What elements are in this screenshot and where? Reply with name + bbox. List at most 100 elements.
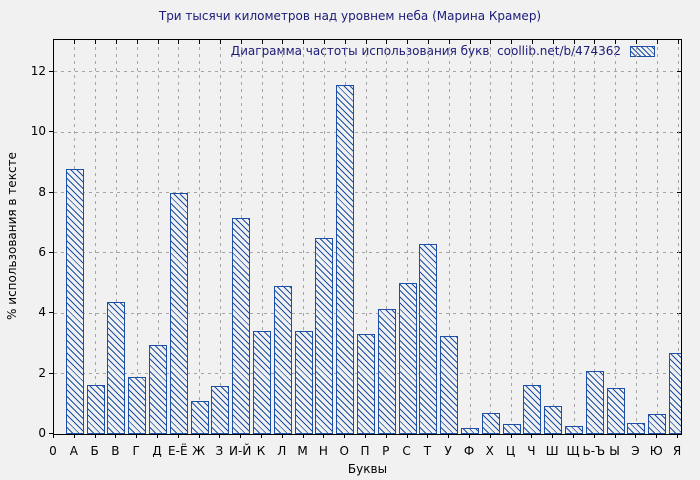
x-tick-mark [282,40,284,44]
x-tick-label: Д [152,444,162,458]
bar [336,84,355,434]
x-tick-mark [198,434,200,438]
x-tick-mark [261,40,263,44]
gridline-x [303,40,305,434]
x-tick-mark [615,40,617,44]
y-tick-mark [49,433,53,434]
y-tick-label: 12 [30,63,46,78]
bar [481,412,500,434]
x-tick-mark [94,434,96,438]
x-tick-mark [510,434,512,438]
x-tick-label: Э [631,444,640,458]
y-tick-label: 4 [38,305,46,320]
x-tick-mark [157,434,158,438]
x-tick-mark [407,40,409,44]
gridline-x [407,40,409,434]
x-tick-mark [427,434,429,438]
gridline-x [573,40,575,434]
x-tick-mark [199,40,201,44]
gridline-y [54,252,681,254]
x-tick-mark [240,40,242,44]
x-tick-mark [219,434,221,438]
x-tick-mark [656,40,658,44]
x-tick-mark [178,40,180,44]
x-tick-mark [365,40,367,44]
x-tick-mark [303,40,305,44]
x-tick-mark [489,434,491,438]
gridline-x [635,40,637,434]
x-tick-label: Я [672,444,682,458]
gridline-x [594,40,596,434]
y-tick-mark [49,70,53,72]
gridline-x [531,40,533,434]
y-tick-label: 10 [30,124,46,139]
x-tick-label: Ь-Ъ [582,444,606,458]
x-tick-mark [344,40,346,44]
x-tick-label: Ю [649,444,663,458]
x-tick-mark [261,434,262,438]
bar [565,425,583,434]
legend-swatch-hatched-bar-icon [630,45,655,57]
x-tick-label: З [215,444,224,458]
y-tick-mark [49,251,53,253]
gridline-x [469,40,471,434]
x-tick-mark [490,40,492,44]
x-tick-label: Л [277,444,287,458]
gridline-x [95,40,97,434]
bar [357,334,375,434]
x-tick-label: К [256,444,266,458]
x-tick-mark [136,434,138,438]
bar [419,243,438,434]
x-tick-label: Ц [505,444,516,458]
x-tick-mark [511,40,513,44]
bar [190,401,209,434]
gridline-x [615,40,617,434]
y-tick-label: 0 [38,426,46,440]
y-tick-label: 8 [38,184,46,199]
bar [211,385,230,434]
x-tick-mark [386,40,388,44]
x-tick-label: В [111,444,120,458]
gridline-x [136,40,138,434]
x-tick-label: Б [90,444,99,458]
x-tick-mark [157,40,159,44]
x-tick-mark [365,434,366,438]
x-tick-mark [573,40,575,44]
bar [398,283,417,434]
chart-title: Три тысячи километров над уровнем неба (… [158,9,542,23]
gridline-x [115,40,117,434]
y-tick-mark [49,312,53,314]
bar [232,217,251,434]
x-tick-label: 0 [49,444,57,458]
x-tick-mark [552,40,554,44]
y-tick-mark [677,71,681,73]
x-tick-label: П [360,444,370,458]
bar [606,388,625,434]
bar [585,371,604,434]
x-tick-label: Ф [463,444,475,458]
x-tick-mark [635,434,637,438]
x-tick-mark [136,40,138,44]
x-tick-label: У [444,444,452,458]
gridline-x [511,40,513,434]
x-tick-mark [531,40,533,44]
x-tick-mark [406,434,408,438]
y-tick-mark [677,192,681,194]
x-tick-mark [177,434,179,438]
plot-area: Диаграмма частоты использования букв coo… [53,39,682,435]
x-tick-mark [448,434,450,438]
gridline-x [656,40,658,434]
x-tick-mark [95,40,97,44]
legend: Диаграмма частоты использования букв coo… [231,44,655,58]
x-tick-label: Щ [566,444,580,458]
bar [648,414,667,434]
x-tick-mark [385,434,387,438]
x-tick-mark [219,40,221,44]
x-tick-mark [677,434,678,438]
x-tick-label: Р [382,444,390,458]
x-tick-mark [531,434,533,438]
x-tick-mark [614,434,616,438]
gridline-x [199,40,201,434]
gridline-y [54,71,681,73]
